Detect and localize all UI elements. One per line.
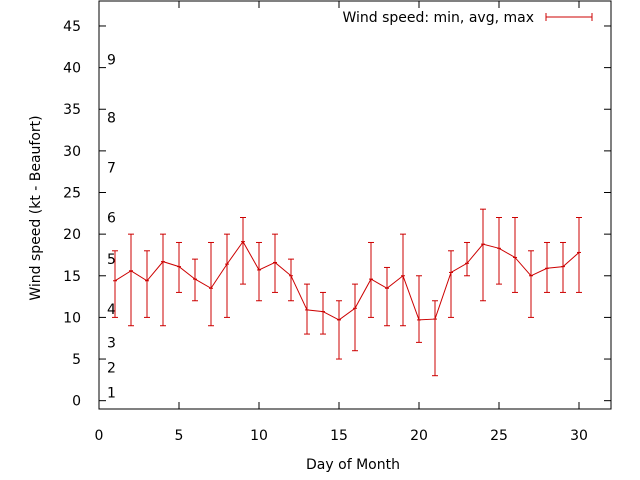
- plot-frame: [98, 0, 612, 410]
- x-tick-label: 0: [95, 428, 104, 444]
- beaufort-label: 1: [107, 385, 116, 401]
- y-tick-label: 15: [63, 269, 81, 285]
- y-tick-label: 45: [63, 19, 81, 35]
- y-tick-label: 10: [63, 310, 81, 326]
- x-tick-label: 5: [175, 428, 184, 444]
- y-tick-label: 0: [72, 394, 81, 410]
- y-tick-label: 40: [63, 61, 81, 77]
- beaufort-labels: 1 2 3 4 5 6 7 8 9: [107, 52, 116, 401]
- legend-swatch: [545, 13, 593, 21]
- series-line-avg: [114, 240, 580, 321]
- y-tick-label: 25: [63, 186, 81, 202]
- x-tick-label: 15: [330, 428, 348, 444]
- beaufort-label: 7: [107, 161, 116, 177]
- beaufort-label: 8: [107, 111, 116, 127]
- y-tick-label: 35: [63, 102, 81, 118]
- beaufort-label: 3: [107, 335, 116, 351]
- beaufort-label: 2: [107, 360, 116, 376]
- x-tick-label: 20: [410, 428, 428, 444]
- y-tick-label: 30: [63, 144, 81, 160]
- beaufort-label: 4: [107, 302, 116, 318]
- beaufort-label: 9: [107, 52, 116, 68]
- legend: Wind speed: min, avg, max: [342, 10, 593, 26]
- y-axis-label: Wind speed (kt - Beaufort): [28, 115, 44, 300]
- y-tick-label: 5: [72, 352, 81, 368]
- legend-label: Wind speed: min, avg, max: [342, 10, 534, 26]
- error-bars: [112, 208, 582, 377]
- y-tick-label: 20: [63, 227, 81, 243]
- beaufort-label: 5: [107, 252, 116, 268]
- x-tick-label: 25: [490, 428, 508, 444]
- x-tick-label: 30: [570, 428, 588, 444]
- x-axis-label: Day of Month: [306, 457, 400, 473]
- series-points: [113, 241, 581, 321]
- beaufort-label: 6: [107, 210, 116, 226]
- x-axis: 0 5 10 15 20 25 30: [95, 1, 588, 444]
- x-tick-label: 10: [250, 428, 268, 444]
